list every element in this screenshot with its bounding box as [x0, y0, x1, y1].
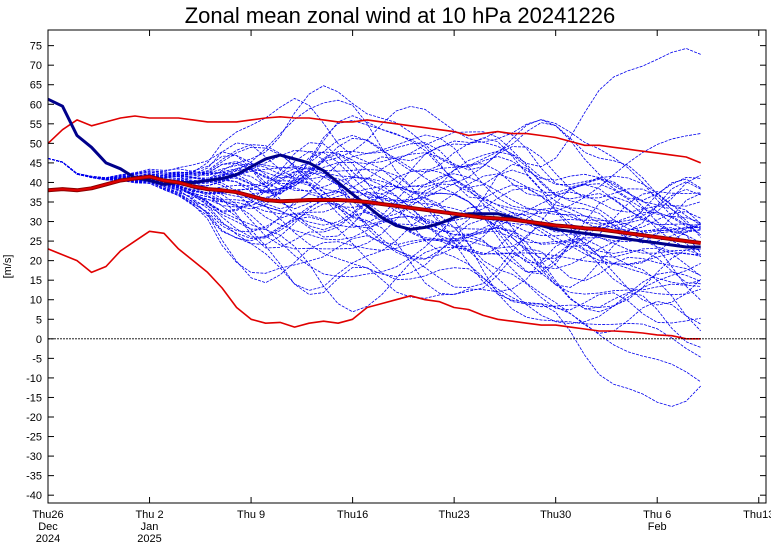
ensemble-member-line [47, 146, 701, 236]
x-tick-label: 2025 [137, 533, 161, 545]
ensemble-member-line [47, 99, 701, 348]
y-tick-label: 75 [30, 41, 42, 53]
analysis-line [47, 97, 701, 249]
x-tick-label: 2024 [36, 533, 60, 545]
y-tick-label: 65 [30, 80, 42, 92]
y-tick-label: 10 [30, 295, 42, 307]
y-tick-label: 30 [30, 217, 42, 229]
y-axis-label: [m/s] [2, 255, 14, 279]
x-tick-label: Thu26 [32, 509, 63, 521]
x-tick-label: Thu30 [540, 509, 571, 521]
y-tick-label: -30 [26, 451, 42, 463]
y-tick-label: 25 [30, 236, 42, 248]
y-tick-label: 35 [30, 197, 42, 209]
plot-frame [47, 29, 767, 504]
x-tick-label: Thu13 [743, 509, 771, 521]
y-tick-label: 15 [30, 275, 42, 287]
x-tick-label: Thu 6 [643, 509, 671, 521]
ensemble-member-line [47, 131, 701, 233]
y-tick-label: 20 [30, 256, 42, 268]
x-tick-label: Thu16 [337, 509, 368, 521]
y-tick-label: -5 [32, 353, 42, 365]
y-tick-label: 70 [30, 60, 42, 72]
y-tick-label: 60 [30, 99, 42, 111]
y-tick-label: 5 [36, 314, 42, 326]
y-tick-label: -15 [26, 392, 42, 404]
ensemble-max-line [47, 115, 702, 164]
ensemble-member-line [47, 119, 701, 232]
y-tick-label: 45 [30, 158, 42, 170]
chart-title: Zonal mean zonal wind at 10 hPa 20241226 [185, 3, 616, 28]
x-tick-label: Feb [648, 521, 667, 533]
ensemble-member-line [47, 142, 701, 230]
y-tick-label: 40 [30, 177, 42, 189]
x-tick-label: Thu23 [439, 509, 470, 521]
x-tick-label: Thu 9 [237, 509, 265, 521]
x-tick-label: Thu 2 [135, 509, 163, 521]
y-axis: -40 -35 -30 -25 -20 -15 -10 -5 0 5 10 15 20 25 30 35 40 4… [26, 41, 766, 502]
ensemble-member-line [47, 134, 701, 235]
y-tick-label: 50 [30, 138, 42, 150]
ensemble-member-line [47, 149, 701, 270]
y-tick-label: 55 [30, 119, 42, 131]
ensemble-statistics [47, 97, 702, 340]
ensemble-member-line [47, 158, 701, 324]
y-tick-label: 0 [36, 334, 42, 346]
x-tick-label: Dec [38, 521, 58, 533]
y-tick-label: -20 [26, 412, 42, 424]
ensemble-member-line [47, 98, 701, 207]
ensemble-member-line [47, 158, 701, 334]
ensemble-member-line [47, 153, 701, 247]
ensemble-min-line [47, 230, 701, 340]
x-tick-label: Jan [141, 521, 159, 533]
y-tick-label: -35 [26, 471, 42, 483]
y-tick-label: -25 [26, 432, 42, 444]
y-tick-label: -40 [26, 490, 42, 502]
ensemble-mean-line [47, 175, 701, 244]
ensemble-members [47, 48, 702, 407]
y-tick-label: -10 [26, 373, 42, 385]
